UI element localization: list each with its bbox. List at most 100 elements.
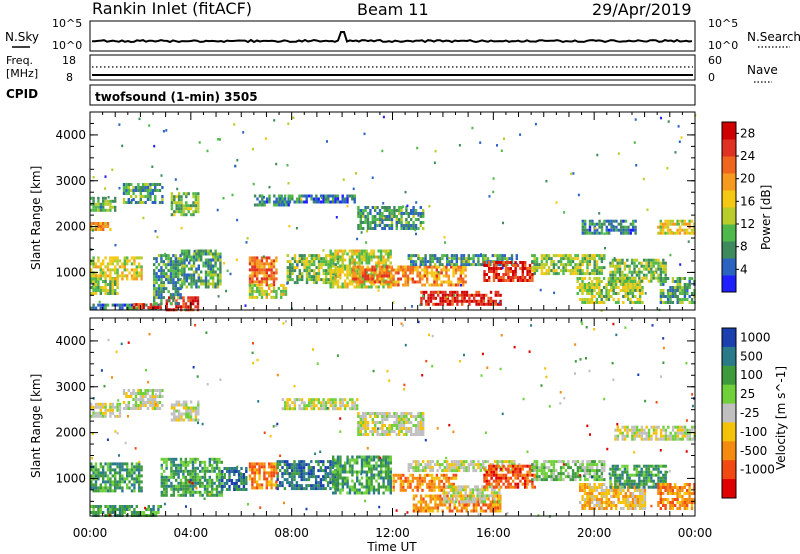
echo-cell [623,276,627,280]
echo-cell [467,257,470,261]
echo-cell [341,270,344,274]
echo-cell [265,259,268,263]
echo-cell [295,197,299,201]
echo-cell [190,255,193,259]
echo-cell [270,268,273,272]
echo-cell [184,469,187,473]
echo-cell [248,474,252,478]
echo-cell [176,187,179,191]
echo-cell [437,302,440,306]
echo-cell [90,462,93,466]
echo-cell [286,478,289,482]
echo-cell [363,491,366,495]
echo-cell [283,200,287,204]
echo-cell [552,272,556,276]
echo-cell [154,389,157,392]
echo-cell [329,472,332,476]
echo-cell [240,482,243,485]
echo-cell [177,493,180,497]
echo-cell [334,398,337,402]
echo-cell [357,412,360,415]
echo-cell [376,421,379,424]
echo-cell [389,467,392,471]
echo-cell [275,468,278,472]
echo-cell [270,486,273,490]
echo-cell [331,466,335,470]
echo-cell [106,474,110,478]
echo-cell [598,257,601,261]
echo-cell [369,221,372,224]
echo-cell [216,255,220,259]
echo-cell [197,252,200,256]
echo-cell [588,298,591,301]
echo-cell [492,261,496,264]
echo-cell [531,279,534,282]
echo-cell [135,268,138,272]
echo-cell [102,205,105,209]
echo-cell [633,261,636,265]
echo-cell [301,278,304,282]
echo-cell [388,280,391,284]
echo-cell [268,200,271,204]
echo-cell [336,488,340,492]
echo-cell [361,268,365,272]
echo-cell [134,189,138,192]
echo-cell [395,412,398,415]
echo-cell [364,271,367,275]
echo-cell [207,273,210,277]
echo-cell [312,401,316,405]
echo-cell [477,260,480,264]
echo-cell [351,488,354,492]
echo-cell [303,401,306,405]
echo-cell [426,277,429,281]
echo-cell [348,485,352,489]
echo-cell [416,146,419,150]
echo-cell [221,476,224,479]
echo-cell [414,418,418,421]
echo-cell [404,271,407,275]
echo-cell [109,292,112,295]
echo-cell [329,460,332,464]
echo-cell [194,412,198,416]
echo-cell [104,280,107,283]
echo-cell [426,265,429,269]
echo-cell [149,198,152,201]
echo-cell [204,285,208,289]
echo-cell [260,259,264,263]
echo-cell [567,254,570,258]
echo-cell [130,256,134,260]
echo-cell [99,465,102,469]
echo-cell [256,483,259,487]
echo-cell [123,303,126,307]
echo-cell [363,464,366,468]
echo-cell [352,274,355,278]
echo-cell [179,284,182,288]
echo-cell [225,482,229,485]
echo-cell [177,469,180,473]
echo-cell [624,289,627,292]
echo-cell [583,298,587,301]
echo-cell [278,484,282,488]
echo-cell [603,222,606,226]
echo-cell [404,476,407,480]
echo-cell [356,491,359,495]
echo-cell [581,260,584,264]
echo-cell [169,281,173,285]
echo-cell [102,465,105,469]
echo-cell [640,261,643,265]
echo-cell [519,133,522,136]
echo-cell [499,293,502,297]
echo-cell [139,401,142,404]
echo-cell [102,225,105,228]
echo-cell [197,412,200,416]
echo-cell [411,265,414,269]
echo-cell [609,264,612,268]
echo-cell [441,254,444,258]
echo-cell [605,228,608,232]
echo-cell [429,260,432,264]
echo-cell [156,389,159,392]
echo-cell [367,261,371,265]
echo-cell [188,252,191,256]
echo-cell [366,421,370,424]
echo-cell [376,274,379,278]
